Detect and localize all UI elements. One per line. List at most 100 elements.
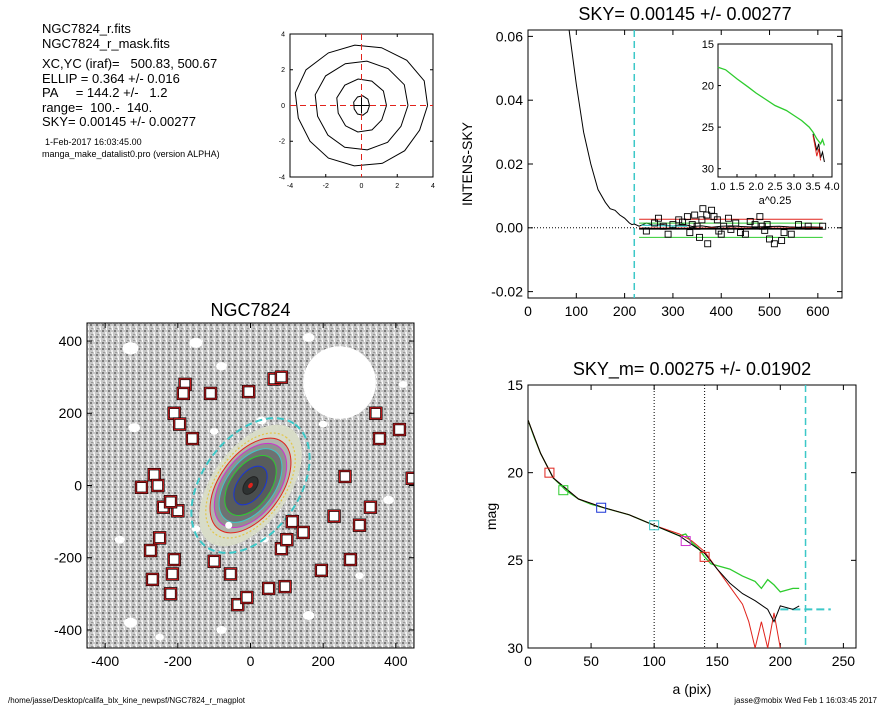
x-tick-label: 100: [565, 303, 589, 319]
data-point: [787, 230, 795, 238]
centroid-plot: -4 -2 0 2 4 -4 -2 0 2 4: [279, 31, 435, 190]
masked-star-box: [152, 531, 167, 545]
masked-star-box: [223, 567, 238, 581]
masked-star-box-outline: [240, 591, 253, 604]
x-tick-label: 0: [524, 653, 532, 669]
masked-star-box: [185, 431, 200, 446]
masked-star-box: [327, 509, 341, 523]
inset-green-line: [717, 66, 826, 146]
inset-x-tick-label: 2.5: [767, 181, 782, 193]
y-axis-label: mag: [483, 503, 499, 530]
isophote-marker: [699, 551, 710, 562]
masked-star-box-outline: [286, 515, 299, 528]
y-tick-label: -2: [279, 139, 285, 146]
data-point: [770, 240, 778, 248]
x-tick-label: -400: [91, 653, 119, 669]
masked-region: [318, 420, 328, 428]
masked-region: [189, 337, 203, 348]
masked-region: [383, 495, 394, 505]
inset-x-tick-label: 1.0: [710, 181, 725, 193]
profile-line-black: [528, 419, 800, 623]
data-point: [693, 222, 701, 230]
isophote-marker: [680, 536, 691, 547]
data-point: [679, 218, 687, 226]
data-point: [691, 211, 699, 219]
data-point: [727, 225, 735, 233]
masked-star-box: [274, 370, 289, 384]
masked-region: [302, 611, 315, 620]
masked-region: [209, 427, 219, 435]
masked-star-box: [369, 406, 383, 420]
x-tick-label: 2: [395, 183, 399, 190]
masked-star-box: [241, 384, 256, 399]
masked-star-box: [240, 590, 254, 605]
y-tick-label: 4: [281, 31, 285, 38]
inset-x-tick-label: 1.5: [729, 181, 744, 193]
data-point: [819, 222, 827, 230]
data-point: [751, 221, 759, 229]
x-tick-label: 4: [431, 183, 435, 190]
y-tick-label: 2: [281, 67, 285, 74]
isophote-marker: [596, 502, 607, 513]
profile-line-green: [528, 419, 800, 593]
masked-star-box-outline: [406, 472, 414, 485]
x-tick-label: -4: [287, 183, 293, 190]
masked-star-box-outline: [146, 573, 159, 586]
masked-star-box-outline: [275, 371, 288, 384]
masked-region: [216, 626, 227, 634]
sky-plot-area: [528, 30, 842, 298]
magnitude-plot: SKY_m= 0.00275 +/- 0.01902 a (pix) mag 0 50 1…: [483, 359, 857, 697]
data-point: [717, 230, 725, 238]
inset-y-tick-label: 25: [702, 122, 714, 134]
masked-star-box-outline: [369, 407, 382, 420]
masked-star-box-outline: [173, 418, 186, 431]
masked-star-box-outline: [373, 432, 386, 445]
chart-title: NGC7824: [210, 300, 290, 320]
masked-star-box: [163, 495, 178, 509]
info-line: XC,YC (iraf)= 500.83, 500.67: [42, 56, 218, 71]
x-tick-label: 500: [758, 303, 782, 319]
x-tick-label: 100: [642, 653, 666, 669]
isophote-marker: [649, 520, 660, 531]
data-point: [713, 216, 721, 224]
x-tick-label: 0: [524, 303, 532, 319]
galaxy-center: [248, 482, 253, 489]
data-point: [763, 221, 771, 229]
bright-star-mask: [303, 346, 376, 419]
y-tick-label: 0: [281, 103, 285, 110]
masked-star-box-outline: [204, 387, 217, 400]
masked-star-box-outline: [168, 553, 181, 566]
masked-star-box: [172, 417, 187, 431]
galaxy-image-plot: NGC7824 -400 -200 0 200 400 -400 -200 0 200 400: [54, 300, 415, 669]
masked-star-box-outline: [166, 567, 179, 581]
data-point: [778, 237, 786, 245]
program-name: manga_make_datalist0.pro (version ALPHA): [42, 148, 220, 159]
masked-star-box: [163, 587, 178, 601]
x-tick-label: -200: [164, 653, 192, 669]
masked-star-box: [165, 567, 180, 581]
inset-x-tick-label: 3.5: [805, 181, 820, 193]
masked-star-box-outline: [144, 544, 157, 557]
contour-line: [314, 60, 409, 151]
y-tick-label: 0.04: [496, 92, 523, 108]
isophote-yellow: [205, 432, 296, 539]
masked-star-box: [285, 514, 299, 529]
x-tick-label: 150: [706, 653, 730, 669]
masked-star-box-outline: [231, 598, 244, 611]
info-line: PA = 144.2 +/- 1.2: [42, 85, 168, 100]
masked-region: [225, 521, 233, 529]
masked-star-box: [372, 431, 387, 446]
masked-star-box-outline: [364, 501, 377, 514]
y-tick-label: -200: [54, 550, 82, 566]
masked-star-box-outline: [280, 533, 293, 546]
data-point: [804, 222, 812, 230]
masked-star-box: [352, 518, 367, 532]
info-line: SKY= 0.00145 +/- 0.00277: [42, 114, 196, 129]
masked-region: [114, 535, 125, 544]
masked-region: [128, 423, 140, 433]
data-point: [732, 219, 740, 227]
masked-star-box: [203, 386, 218, 401]
masked-star-box: [363, 500, 378, 514]
inset-y-tick-label: 30: [702, 164, 714, 176]
masked-star-box-outline: [315, 564, 328, 577]
